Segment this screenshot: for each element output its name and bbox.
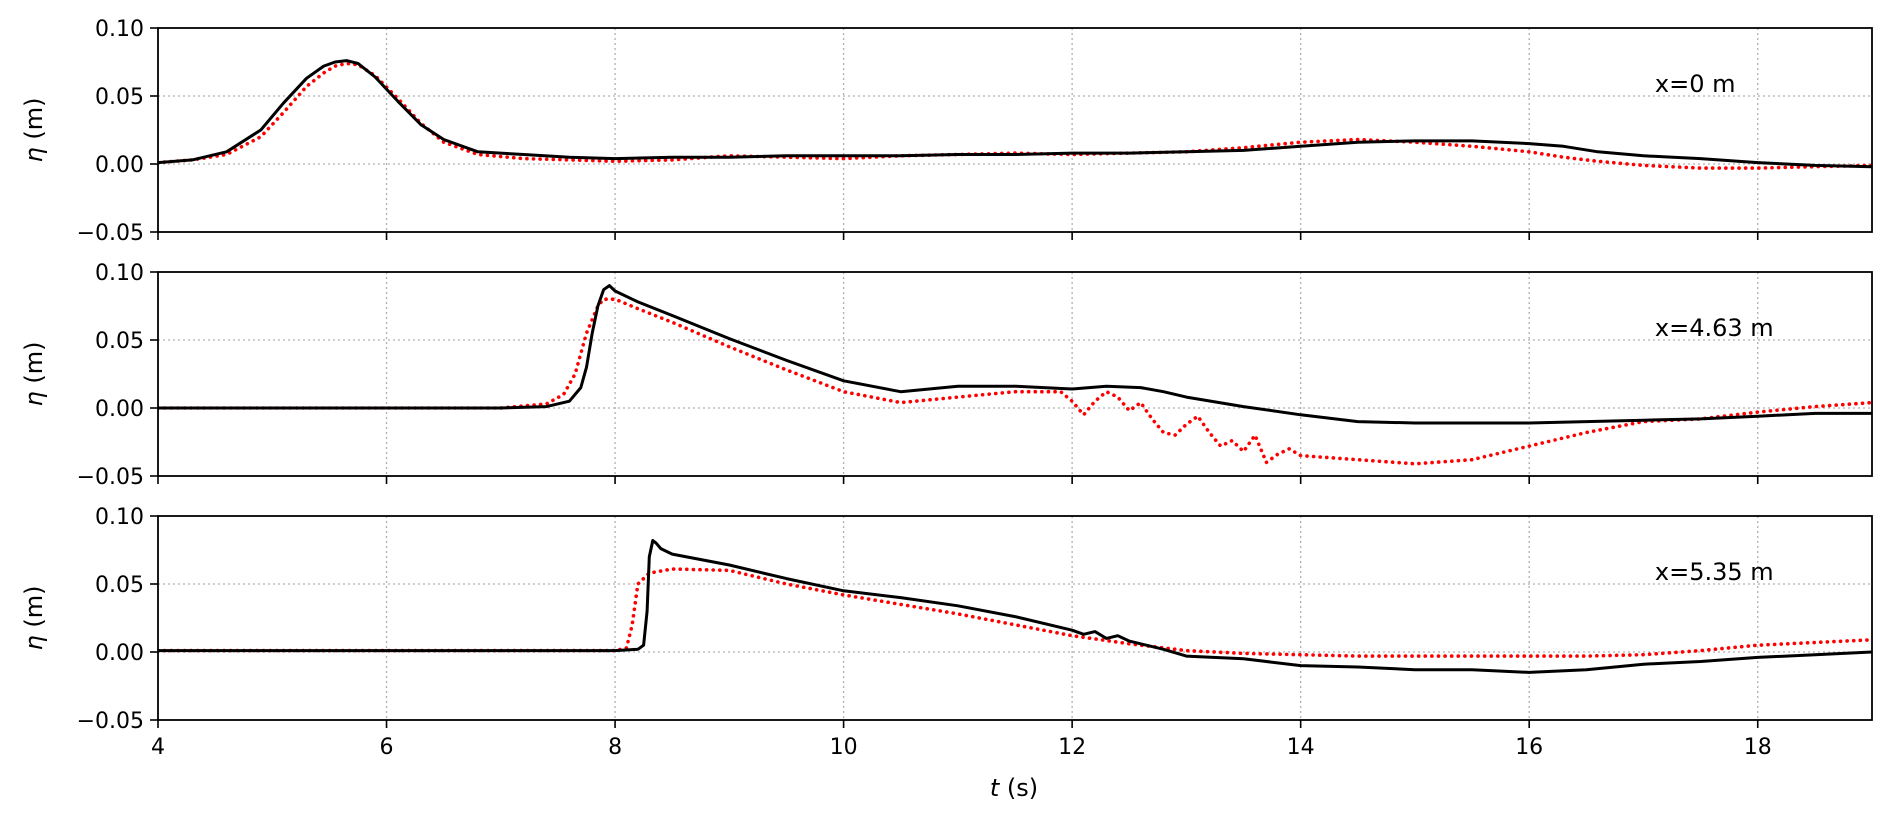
y-axis-label-panel-2: η (m) (20, 342, 48, 407)
x-tick-label: 8 (608, 735, 622, 760)
y-tick-label: 0.05 (95, 573, 144, 598)
panel-3: −0.05 0.00 0.05 0.10 4 6 8 10 12 14 16 18 x=5.35 m (77, 505, 1873, 760)
series-dotted-red-line (158, 567, 1872, 658)
panel-annotation: x=0 m (1655, 70, 1736, 98)
axes-frame (157, 515, 1873, 721)
panel-annotation: x=5.35 m (1655, 558, 1774, 586)
y-tick-label: 0.05 (95, 85, 144, 110)
x-tick-label: 12 (1058, 735, 1086, 760)
x-tick-label: 18 (1744, 735, 1772, 760)
y-tick-label: 0.00 (95, 397, 144, 422)
y-axis-label-symbol: η (20, 635, 48, 650)
y-tick-label: 0.05 (95, 329, 144, 354)
y-tick-label: 0.00 (95, 153, 144, 178)
y-tick-label: −0.05 (77, 221, 144, 246)
x-axis-label-unit: (s) (999, 774, 1038, 802)
panel-annotation: x=4.63 m (1655, 314, 1774, 342)
y-axis-label-symbol: η (20, 391, 48, 406)
x-axis-label: t (s) (990, 774, 1038, 802)
y-tick-label: −0.05 (77, 465, 144, 490)
y-tick-label: 0.10 (95, 261, 144, 286)
panel-2: −0.05 0.00 0.05 0.10 x=4.63 m (77, 261, 1873, 490)
series-solid-black-line (158, 539, 1872, 674)
axes-frame (157, 271, 1873, 477)
y-axis-label-unit: (m) (20, 586, 48, 636)
panel-1: −0.05 0.00 0.05 0.10 x=0 m (77, 17, 1873, 246)
y-axis-label-panel-1: η (m) (20, 98, 48, 163)
x-tick-label: 16 (1515, 735, 1543, 760)
series-dotted-red-line (158, 61, 1872, 170)
series-solid-black-line (158, 59, 1872, 169)
y-tick-label: 0.10 (95, 505, 144, 530)
y-axis-label-symbol: η (20, 147, 48, 162)
y-tick-label: −0.05 (77, 709, 144, 734)
y-axis-label-panel-3: η (m) (20, 586, 48, 651)
y-tick-label: 0.00 (95, 641, 144, 666)
y-axis-label-unit: (m) (20, 342, 48, 392)
panels: −0.05 0.00 0.05 0.10 x=0 m −0.05 0.00 0.05 0.10 x… (77, 17, 1873, 760)
x-tick-label: 10 (830, 735, 858, 760)
x-axis-label-symbol: t (990, 774, 1001, 802)
axes-frame (157, 27, 1873, 233)
x-tick-label: 14 (1287, 735, 1315, 760)
x-tick-label: 6 (380, 735, 394, 760)
y-axis-label-unit: (m) (20, 98, 48, 148)
x-tick-label: 4 (151, 735, 165, 760)
series-solid-black-line (158, 284, 1872, 425)
y-tick-label: 0.10 (95, 17, 144, 42)
series-dotted-red-line (158, 297, 1872, 466)
